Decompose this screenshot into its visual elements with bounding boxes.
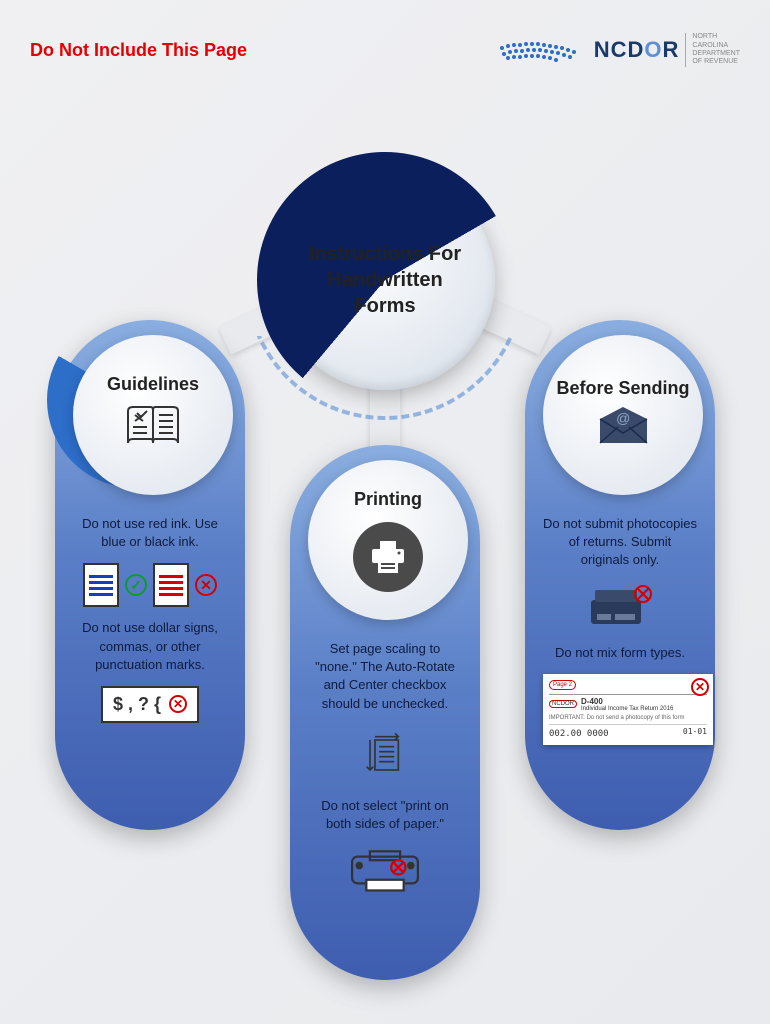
center-circle: Instructions For Handwritten Forms <box>275 170 495 390</box>
sending-title: Before Sending <box>556 378 689 400</box>
printing-body: Set page scaling to "none." The Auto-Rot… <box>308 640 462 895</box>
symbols-example: $ , ? { ✕ <box>73 686 227 723</box>
form-sample: ✕ Page 2 NCDOR D-400 Individual Income T… <box>543 674 713 745</box>
ink-example: ✓ ✕ <box>73 563 227 607</box>
duplex-icon <box>308 845 462 895</box>
department-text: NORTH CAROLINA DEPARTMENT OF REVENUE <box>685 33 740 67</box>
guidelines-header: Guidelines <box>73 335 233 495</box>
page-header: Do Not Include This Page NCDOR NORTH CAR… <box>0 0 770 80</box>
nc-state-icon <box>494 30 584 70</box>
guidelines-pill: Guidelines Do not use red ink. Use blue … <box>55 320 245 830</box>
book-icon <box>123 401 183 456</box>
blue-doc-icon <box>83 563 119 607</box>
check-icon: ✓ <box>125 574 147 596</box>
page-scale-icon <box>308 725 462 785</box>
svg-text:@: @ <box>615 410 629 426</box>
center-title: Instructions For Handwritten Forms <box>275 241 495 319</box>
x-icon: ✕ <box>169 695 187 713</box>
sending-text1: Do not submit photocopies of returns. Su… <box>543 515 697 570</box>
printer-icon <box>353 522 423 592</box>
printing-header: Printing <box>308 460 468 620</box>
guidelines-body: Do not use red ink. Use blue or black in… <box>73 515 227 723</box>
ncdor-logo-text: NCDOR <box>594 37 680 63</box>
guidelines-text2: Do not use dollar signs, commas, or othe… <box>73 619 227 674</box>
printing-pill: Printing Set page scaling to "none." The… <box>290 445 480 980</box>
guidelines-title: Guidelines <box>107 374 199 395</box>
guidelines-text1: Do not use red ink. Use blue or black in… <box>73 515 227 551</box>
copier-icon <box>543 582 697 632</box>
red-doc-icon <box>153 563 189 607</box>
warning-text: Do Not Include This Page <box>30 40 247 61</box>
logo-area: NCDOR NORTH CAROLINA DEPARTMENT OF REVEN… <box>494 30 740 70</box>
sending-pill: Before Sending @ Do not submit photocopi… <box>525 320 715 830</box>
printing-title: Printing <box>354 489 422 510</box>
sending-body: Do not submit photocopies of returns. Su… <box>543 515 697 745</box>
sending-text2: Do not mix form types. <box>543 644 697 662</box>
x-icon: ✕ <box>691 678 709 696</box>
x-icon: ✕ <box>195 574 217 596</box>
symbol-text: $ , ? { <box>113 694 161 715</box>
printing-text2: Do not select "print on both sides of pa… <box>308 797 462 833</box>
printing-text1: Set page scaling to "none." The Auto-Rot… <box>308 640 462 713</box>
sending-header: Before Sending @ <box>543 335 703 495</box>
envelope-icon: @ <box>596 405 651 452</box>
